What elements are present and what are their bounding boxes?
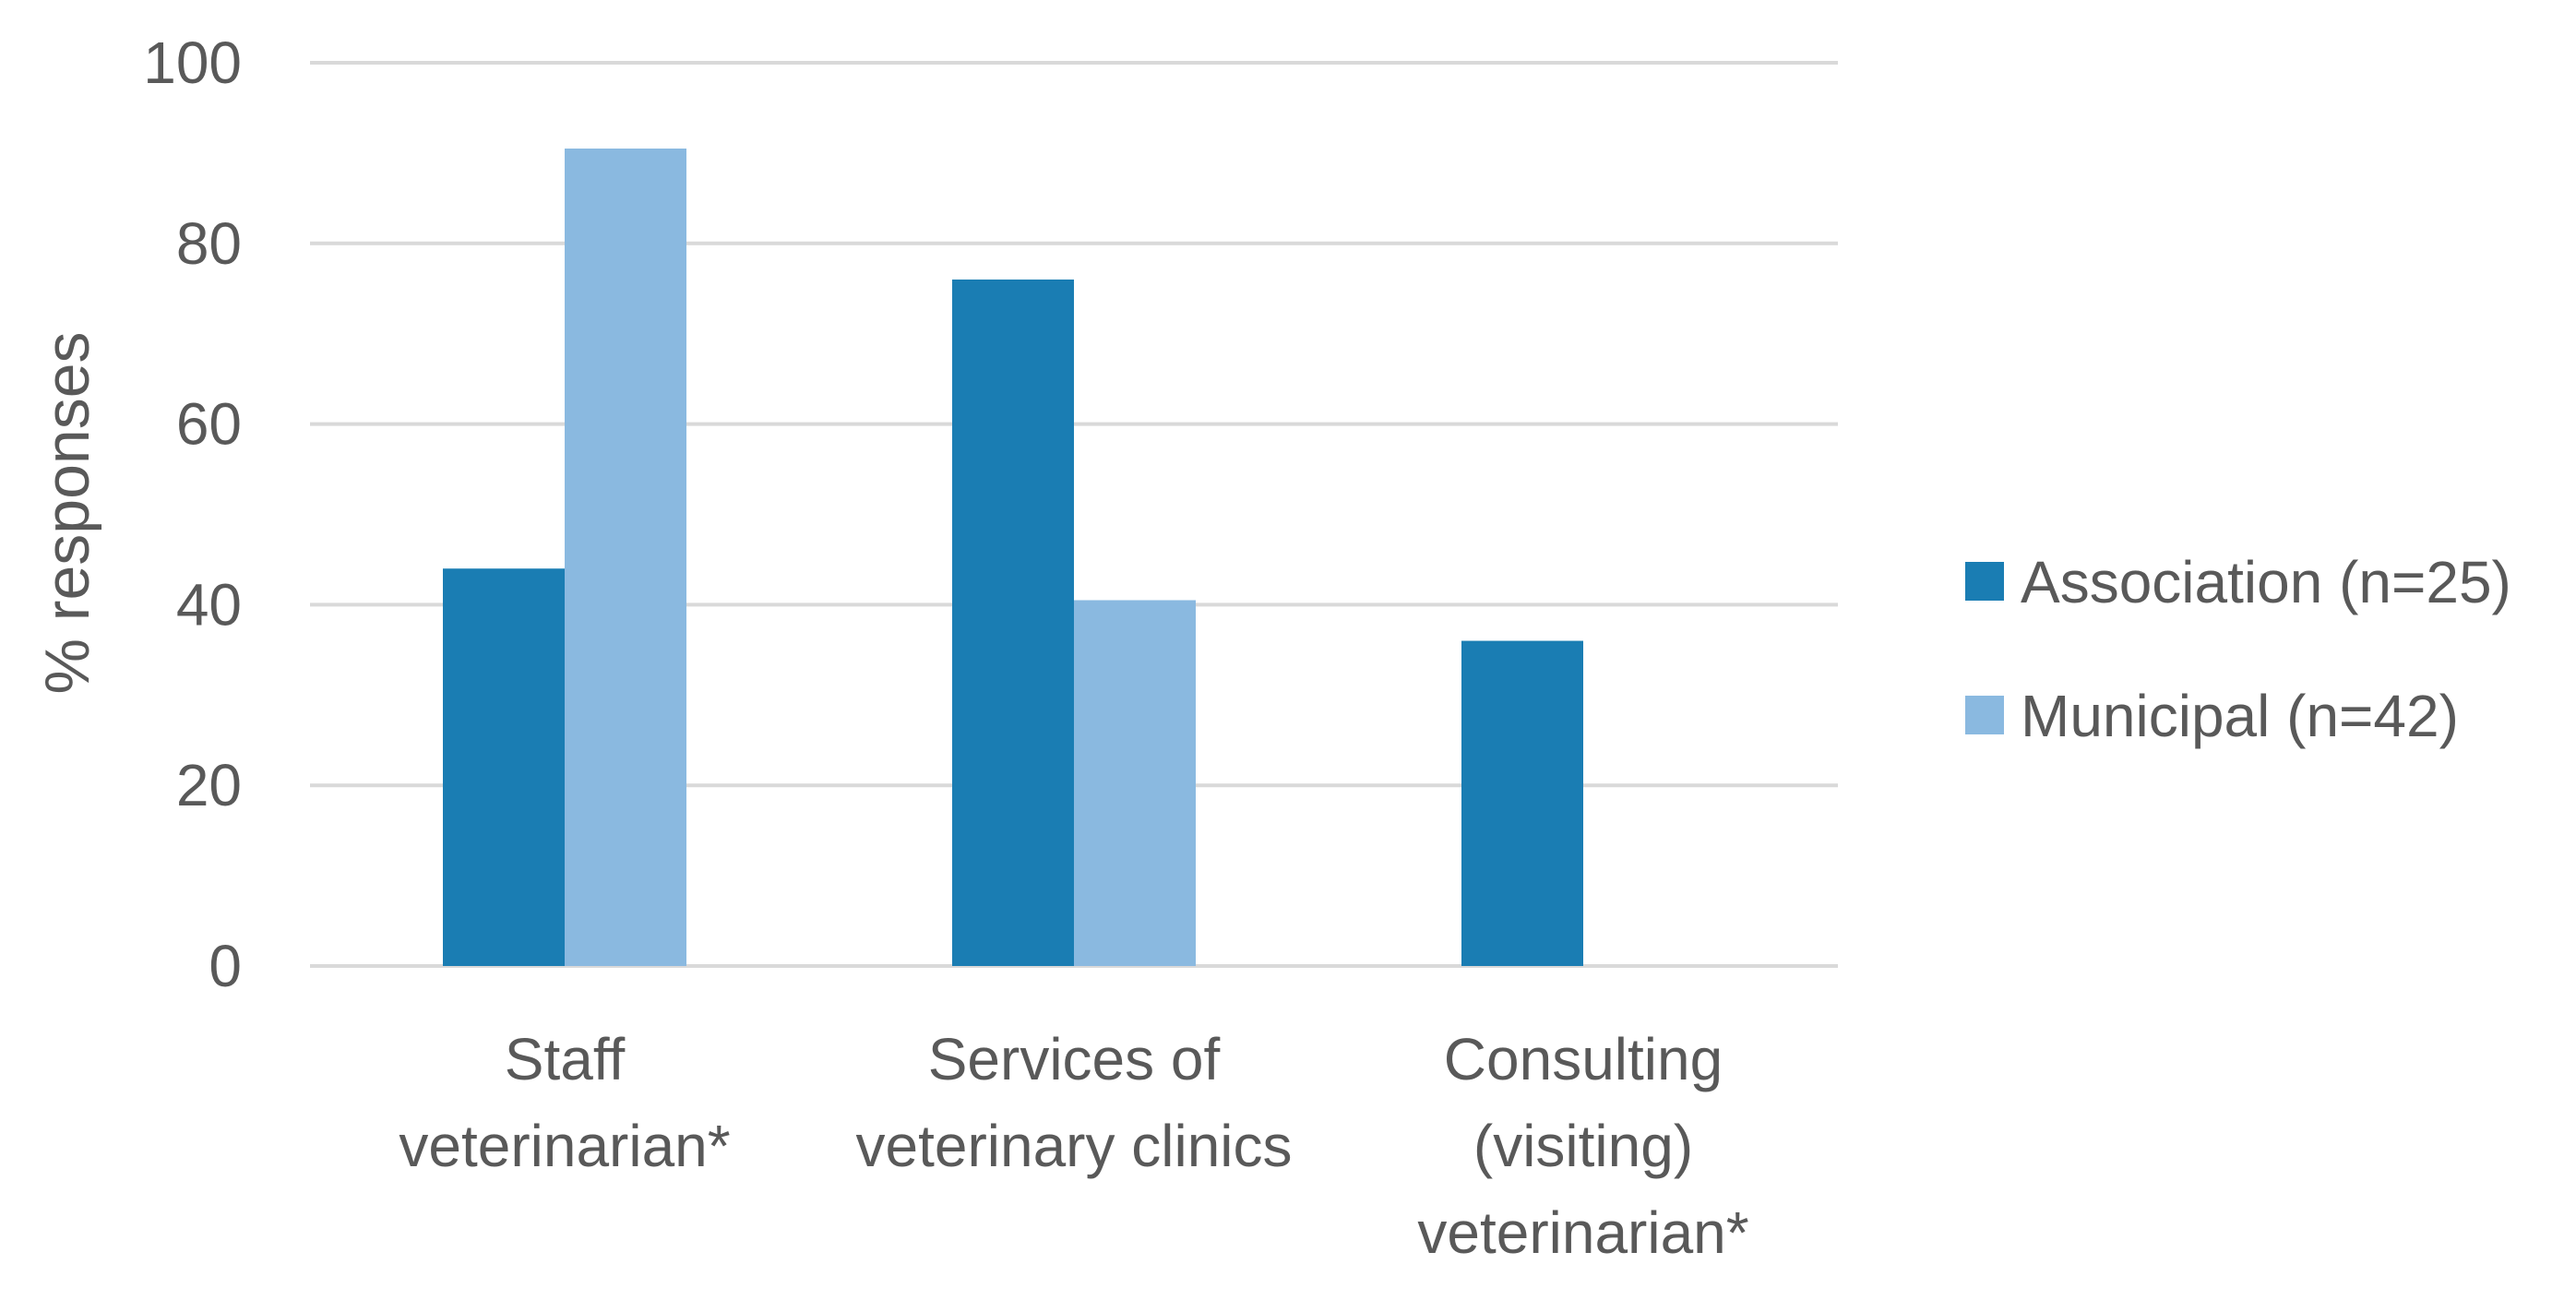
x-category-label-line: veterinarian*	[399, 1113, 730, 1179]
x-category-label-line: Consulting	[1444, 1026, 1723, 1092]
bars	[443, 149, 1583, 967]
x-category-label-line: veterinary clinics	[855, 1113, 1292, 1179]
y-axis-ticks: 0 20 40 60 80 100	[143, 30, 242, 999]
legend-label: Municipal (n=42)	[2021, 683, 2459, 749]
bar-municipal-0	[565, 149, 686, 966]
legend-label: Association (n=25)	[2021, 549, 2511, 615]
x-category-label-line: Services of	[928, 1026, 1221, 1092]
legend-swatch	[1965, 696, 2004, 734]
x-category-label: Services of veterinary clinics	[855, 1026, 1292, 1179]
bar-association-2	[1461, 640, 1583, 966]
y-tick-label: 60	[176, 391, 242, 458]
y-tick-label: 20	[176, 752, 242, 818]
bar-association-0	[443, 568, 565, 966]
legend: Association (n=25) Municipal (n=42)	[1965, 549, 2511, 749]
legend-swatch	[1965, 562, 2004, 601]
y-tick-label: 40	[176, 571, 242, 638]
x-category-label-line: veterinarian*	[1417, 1199, 1748, 1266]
y-tick-label: 80	[176, 210, 242, 277]
y-tick-label: 100	[143, 30, 242, 96]
x-category-label: Consulting (visiting) veterinarian*	[1417, 1026, 1748, 1266]
x-category-label-line: (visiting)	[1473, 1113, 1693, 1179]
y-tick-label: 0	[209, 933, 242, 999]
x-category-label-line: Staff	[505, 1026, 626, 1092]
x-category-label: Staff veterinarian*	[399, 1026, 730, 1179]
y-axis-title: % responses	[32, 331, 102, 694]
bar-association-1	[952, 279, 1074, 967]
x-axis-categories: Staff veterinarian* Services of veterinary …	[399, 1026, 1748, 1266]
bar-municipal-1	[1074, 600, 1196, 966]
